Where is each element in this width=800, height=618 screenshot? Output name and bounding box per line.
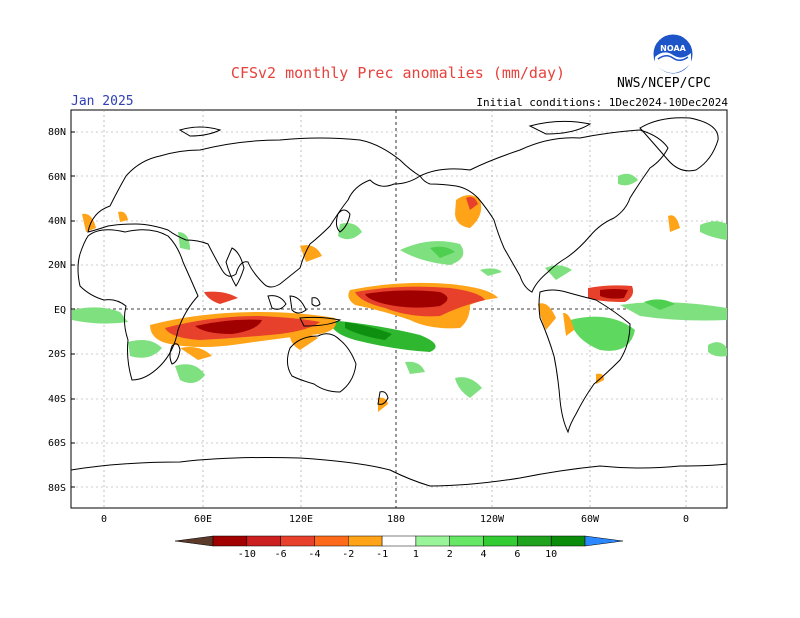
latitude-labels: 80N 60N 40N 20N EQ 20S 40S 60S 80S	[48, 127, 66, 494]
colorbar-label: 6	[514, 549, 520, 560]
colorbar-label: 1	[413, 549, 419, 560]
noaa-logo-icon: NOAA	[652, 33, 694, 75]
colorbar-segment	[314, 535, 349, 547]
colorbar-segment	[550, 535, 586, 547]
initial-conditions: Initial conditions: 1Dec2024-10Dec2024	[476, 96, 728, 109]
lat-label: 40N	[48, 216, 66, 227]
colorbar-arrow-high	[584, 535, 624, 547]
chart-title: CFSv2 monthly Prec anomalies (mm/day)	[230, 64, 566, 82]
gridlines	[71, 110, 727, 508]
colorbar-segment	[212, 535, 248, 547]
lat-label: 60N	[48, 172, 66, 183]
lon-label: 0	[683, 514, 689, 525]
colorbar: -10 -6 -4 -2 -1 1 2 4 6 10	[174, 535, 624, 560]
agency-label: NWS/NCEP/CPC	[617, 76, 711, 91]
lon-label: 120W	[480, 514, 505, 525]
colorbar-segment	[517, 535, 552, 547]
lon-label: 0	[101, 514, 107, 525]
colorbar-segment	[381, 535, 417, 547]
colorbar-segment	[246, 535, 281, 547]
lat-ticks	[71, 131, 75, 488]
svg-text:NOAA: NOAA	[660, 44, 686, 53]
lat-label: 60S	[48, 438, 66, 449]
lon-label: 60E	[194, 514, 212, 525]
lat-label: 20S	[48, 349, 66, 360]
colorbar-label: 2	[447, 549, 453, 560]
colorbar-label: -1	[376, 549, 388, 560]
colorbar-segment	[483, 535, 518, 547]
longitude-labels: 0 60E 120E 180 120W 60W 0	[101, 514, 689, 525]
lon-label: 120E	[289, 514, 313, 525]
colorbar-label: -2	[342, 549, 354, 560]
lon-label: 180	[387, 514, 405, 525]
colorbar-arrow-low	[174, 535, 214, 547]
colorbar-label: -4	[308, 549, 320, 560]
lat-label: 20N	[48, 260, 66, 271]
coastlines	[70, 117, 728, 487]
colorbar-label: 4	[481, 549, 487, 560]
lat-label: 80S	[48, 483, 66, 494]
lat-label: EQ	[54, 305, 66, 316]
forecast-month: Jan 2025	[71, 94, 134, 109]
dry-anomalies	[82, 195, 680, 412]
lat-label: 80N	[48, 127, 66, 138]
colorbar-segment	[280, 535, 315, 547]
colorbar-segment	[415, 535, 450, 547]
colorbar-label: -6	[275, 549, 287, 560]
lon-label: 60W	[581, 514, 600, 525]
colorbar-label: -10	[238, 549, 256, 560]
colorbar-segment	[348, 535, 383, 547]
lat-label: 40S	[48, 394, 66, 405]
colorbar-segment	[449, 535, 484, 547]
colorbar-label: 10	[545, 549, 557, 560]
